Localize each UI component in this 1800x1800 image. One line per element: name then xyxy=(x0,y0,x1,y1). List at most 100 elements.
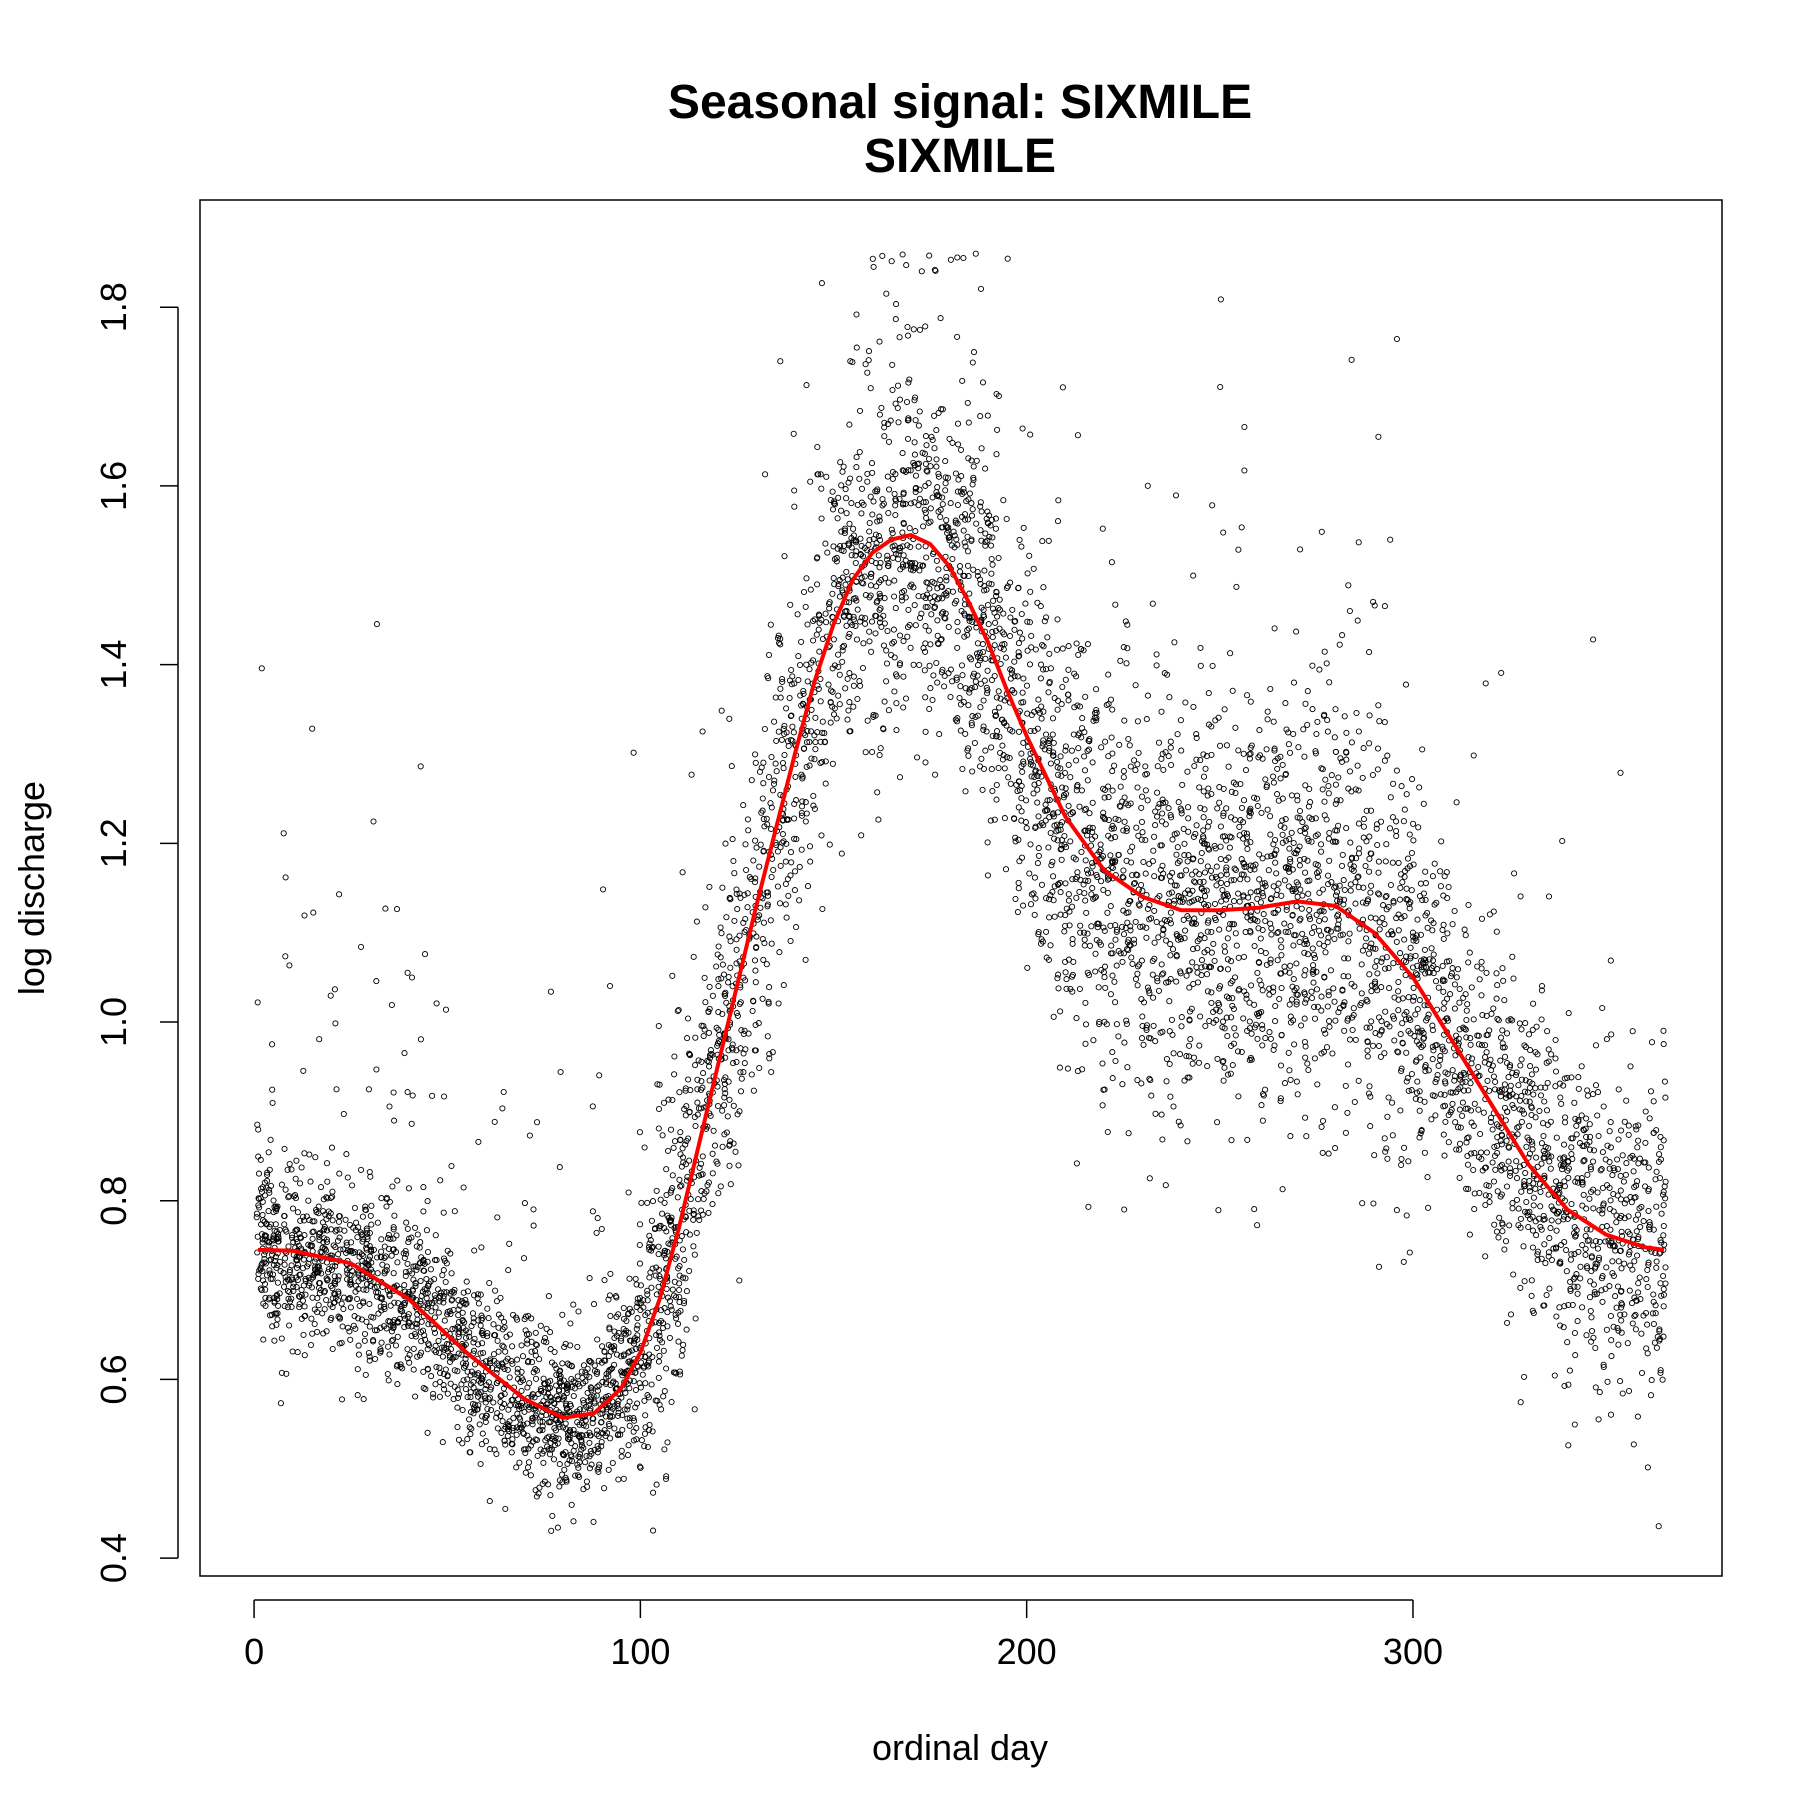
data-point xyxy=(988,581,995,588)
data-point xyxy=(1660,1202,1667,1209)
data-point xyxy=(980,697,987,704)
data-point xyxy=(719,884,726,891)
data-point xyxy=(436,1393,443,1400)
data-point xyxy=(1503,1059,1511,1067)
data-point xyxy=(1630,1168,1637,1175)
data-point xyxy=(1413,1057,1420,1064)
data-point xyxy=(1136,902,1143,909)
data-point xyxy=(460,1184,467,1191)
data-point xyxy=(839,658,846,665)
data-point xyxy=(1180,916,1187,923)
data-point xyxy=(1316,917,1323,924)
data-point xyxy=(1496,1214,1503,1221)
data-point xyxy=(927,641,934,648)
data-point xyxy=(1105,783,1112,790)
data-point xyxy=(539,1423,546,1430)
data-point xyxy=(1278,952,1285,959)
data-point xyxy=(1521,1373,1528,1380)
data-point xyxy=(355,1271,362,1278)
data-point xyxy=(286,1288,293,1296)
data-point xyxy=(785,742,792,750)
data-point xyxy=(741,1027,748,1034)
data-point xyxy=(793,924,800,931)
data-point xyxy=(1263,784,1270,791)
data-point xyxy=(675,1006,682,1014)
data-point xyxy=(988,555,995,563)
data-point xyxy=(1143,1026,1150,1034)
data-point xyxy=(1405,1158,1412,1165)
data-point xyxy=(731,917,738,924)
data-point xyxy=(952,470,959,477)
data-point xyxy=(1264,708,1271,715)
data-point xyxy=(939,501,946,508)
data-point xyxy=(970,349,978,356)
data-point xyxy=(922,648,929,655)
data-point xyxy=(310,909,317,916)
data-point xyxy=(1358,990,1365,997)
data-point xyxy=(680,1300,688,1307)
data-point xyxy=(953,718,961,725)
data-point xyxy=(903,262,910,269)
data-point xyxy=(933,557,940,564)
data-point xyxy=(971,670,978,677)
data-point xyxy=(1376,1014,1383,1021)
data-point xyxy=(894,382,902,389)
data-point xyxy=(1319,786,1326,793)
data-point xyxy=(1296,862,1303,869)
data-point xyxy=(636,1129,643,1136)
data-point xyxy=(973,457,980,464)
data-point xyxy=(1460,1069,1467,1076)
data-point xyxy=(306,1279,313,1287)
data-point xyxy=(1355,884,1362,891)
data-point xyxy=(1244,1136,1251,1143)
data-point xyxy=(740,1050,747,1057)
data-point xyxy=(645,1359,652,1366)
data-point xyxy=(539,1426,546,1434)
data-point xyxy=(669,1172,676,1179)
data-point xyxy=(1258,809,1265,816)
data-point xyxy=(1583,1133,1590,1141)
data-point xyxy=(1346,1036,1354,1043)
data-point xyxy=(763,889,770,896)
data-point xyxy=(733,886,740,893)
data-point xyxy=(1062,912,1069,919)
data-point xyxy=(1140,1041,1147,1048)
data-point xyxy=(864,478,871,485)
data-point xyxy=(678,1163,685,1170)
data-point xyxy=(1294,814,1301,821)
data-point xyxy=(701,974,708,981)
data-point xyxy=(1173,978,1180,985)
data-point xyxy=(516,1459,523,1466)
data-point xyxy=(1287,1133,1294,1140)
data-point xyxy=(599,1343,606,1350)
data-point xyxy=(1584,1087,1591,1094)
data-point xyxy=(1443,958,1450,965)
data-point xyxy=(1638,1369,1646,1377)
data-point xyxy=(500,1088,507,1096)
data-point xyxy=(1081,936,1088,943)
data-point xyxy=(767,917,774,924)
data-point xyxy=(1325,782,1332,790)
data-point xyxy=(954,715,961,722)
data-point xyxy=(690,1243,697,1250)
data-point xyxy=(1453,799,1460,806)
data-point xyxy=(1001,815,1008,822)
data-point xyxy=(1257,899,1264,906)
data-point xyxy=(1425,1011,1432,1018)
data-point xyxy=(1439,1046,1446,1053)
data-point xyxy=(1143,716,1150,723)
data-point xyxy=(618,1453,625,1460)
data-point xyxy=(981,677,988,684)
data-point xyxy=(720,971,728,978)
data-point xyxy=(1440,988,1447,995)
data-point xyxy=(666,1218,673,1225)
data-point xyxy=(1101,816,1108,823)
data-point xyxy=(444,1311,451,1318)
data-point xyxy=(462,1386,469,1393)
data-point xyxy=(1489,1126,1496,1133)
data-point xyxy=(788,666,795,674)
data-point xyxy=(931,266,938,273)
data-point xyxy=(867,385,874,392)
data-point xyxy=(1011,658,1018,665)
data-point xyxy=(738,1075,745,1082)
